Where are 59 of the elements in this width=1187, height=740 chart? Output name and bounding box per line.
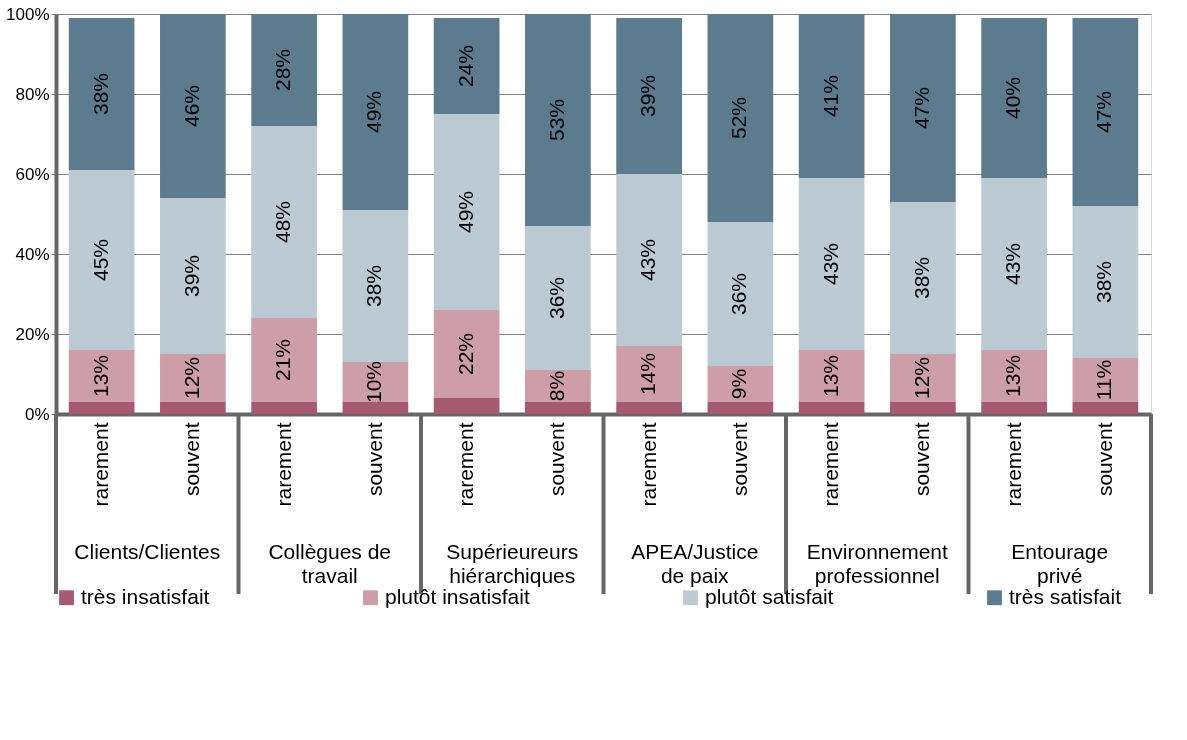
x-tick-label: rarement (271, 422, 295, 507)
text: Supérieureurs hiérarchiques (446, 540, 579, 587)
data-label: 13% (1001, 354, 1025, 398)
data-label: 43% (1001, 242, 1025, 286)
legend-label: très insatisfait (81, 584, 210, 608)
data-label: 52% (727, 96, 751, 140)
data-label: 13% (818, 354, 842, 398)
x-tick-label: souvent (362, 422, 386, 497)
x-tick-label: souvent (910, 422, 934, 497)
data-label: 39% (636, 74, 660, 118)
y-tick-label: 0% (24, 404, 50, 424)
data-label: 49% (362, 90, 386, 134)
data-label: 36% (544, 276, 568, 320)
data-label: 41% (818, 74, 842, 118)
data-label: 46% (179, 84, 203, 128)
data-label: 12% (179, 356, 203, 400)
x-tick-label: souvent (1092, 422, 1116, 497)
x-tick-label: rarement (1001, 422, 1025, 507)
data-label: 24% (453, 44, 477, 88)
x-tick-label: souvent (180, 422, 204, 497)
y-tick-label: 100% (6, 4, 50, 24)
data-label: 53% (544, 98, 568, 142)
data-label: 43% (636, 238, 660, 282)
text: Environnement professionnel (806, 540, 949, 587)
x-tick-label: rarement (819, 422, 843, 507)
x-tick-label: rarement (636, 422, 660, 507)
x-tick-label: souvent (727, 422, 751, 497)
data-label: 45% (88, 238, 112, 282)
y-tick-label: 60% (15, 164, 50, 184)
data-label: 47% (909, 86, 933, 130)
text: Clients/Clientes (74, 540, 221, 563)
data-label: 13% (88, 354, 112, 398)
data-label: 38% (88, 72, 112, 116)
data-label: 12% (909, 356, 933, 400)
legend-label: plutôt insatisfait (385, 584, 530, 608)
data-label: 8% (544, 370, 568, 402)
data-label: 38% (909, 256, 933, 300)
data-label: 9% (727, 368, 751, 400)
data-label: 43% (818, 242, 842, 286)
data-label: 40% (1001, 76, 1025, 120)
data-label: 38% (1092, 260, 1116, 304)
data-label: 11% (1092, 359, 1116, 401)
y-tick-label: 20% (15, 324, 50, 344)
data-label: 14% (636, 352, 660, 396)
data-label: 48% (271, 200, 295, 244)
data-label: 39% (179, 254, 203, 298)
data-label: 49% (453, 190, 477, 234)
data-label: 47% (1092, 90, 1116, 134)
data-label: 10% (362, 360, 386, 404)
data-label: 36% (727, 272, 751, 316)
x-tick-label: souvent (545, 422, 569, 497)
data-label: 21% (271, 338, 295, 382)
data-label: 22% (453, 332, 477, 376)
y-tick-label: 80% (15, 84, 50, 104)
x-tick-label: rarement (454, 422, 478, 507)
x-tick-label: rarement (89, 422, 113, 507)
data-label: 28% (271, 48, 295, 92)
y-tick-label: 40% (15, 244, 50, 264)
data-label: 38% (362, 264, 386, 308)
